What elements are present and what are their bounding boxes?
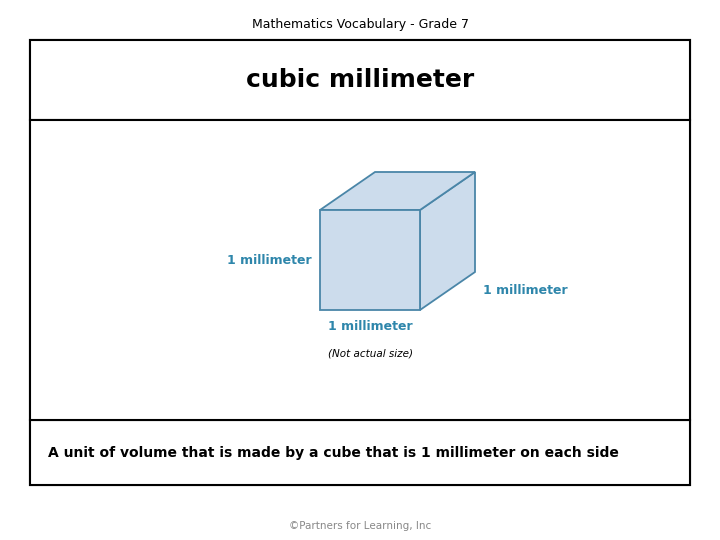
Polygon shape [420,172,475,310]
Text: 1 millimeter: 1 millimeter [483,285,567,298]
Text: ©Partners for Learning, Inc: ©Partners for Learning, Inc [289,521,431,531]
Text: A unit of volume that is made by a cube that is 1 millimeter on each side: A unit of volume that is made by a cube … [48,446,619,460]
Polygon shape [320,172,475,210]
Polygon shape [320,210,420,310]
Bar [30,40,690,485]
Bar [30,40,690,120]
Text: 1 millimeter: 1 millimeter [328,320,413,333]
Bar [30,120,690,420]
Text: cubic millimeter: cubic millimeter [246,68,474,92]
Text: 1 millimeter: 1 millimeter [228,253,312,267]
Bar [30,420,690,485]
Text: (Not actual size): (Not actual size) [328,348,413,358]
Text: Mathematics Vocabulary - Grade 7: Mathematics Vocabulary - Grade 7 [251,18,469,31]
